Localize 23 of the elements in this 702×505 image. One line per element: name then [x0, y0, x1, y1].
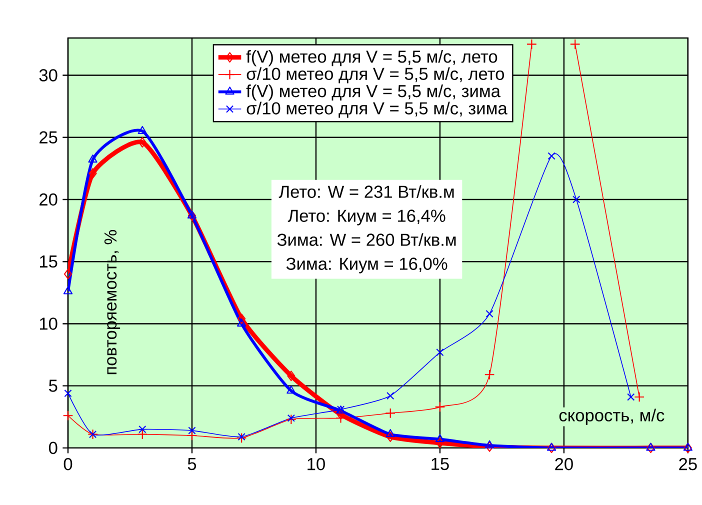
- x-tick-label: 0: [64, 458, 72, 470]
- legend-label: σ/10 метео для V = 5,5 м/с, зима: [246, 102, 508, 118]
- y-tick-label: 5: [49, 380, 58, 392]
- y-tick-label: 0: [48, 442, 58, 454]
- annotation: Лето: W = 231 Вт/кв.м: [278, 185, 454, 198]
- annotation: Зима: Киум = 16,0%: [286, 258, 448, 274]
- x-tick-label: 20: [555, 458, 573, 470]
- x-tick-label: 10: [308, 458, 325, 470]
- legend-label: f(V) метео для V = 5,5 м/с, зима: [246, 84, 500, 101]
- y-axis-title: повторяемость, %: [104, 230, 120, 374]
- x-tick-label: 25: [679, 458, 697, 470]
- legend-label: σ/10 метео для V = 5,5 м/с, лето: [246, 67, 504, 84]
- legend-label: f(V) метео для V = 5,5 м/с, лето: [246, 50, 498, 66]
- y-tick-label: 30: [39, 69, 58, 82]
- y-tick-label: 25: [40, 131, 58, 144]
- annotation: Зима: W = 260 Вт/кв.м: [277, 233, 456, 246]
- y-tick-label: 20: [40, 193, 58, 206]
- y-tick-label: 15: [40, 256, 58, 268]
- x-axis-title: скорость, м/с: [559, 408, 664, 425]
- x-tick-label: 15: [432, 458, 449, 470]
- y-tick-label: 10: [40, 318, 58, 330]
- annotation: Лето: Киум = 16,4%: [288, 210, 446, 226]
- x-tick-label: 5: [188, 458, 196, 470]
